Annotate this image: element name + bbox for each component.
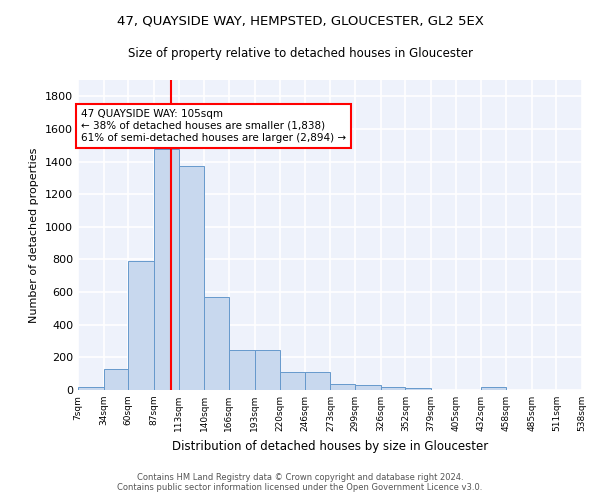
Bar xyxy=(305,372,331,390)
Bar xyxy=(154,148,179,390)
Bar xyxy=(481,386,506,390)
Bar xyxy=(179,166,204,390)
Y-axis label: Number of detached properties: Number of detached properties xyxy=(29,148,40,322)
Text: 47 QUAYSIDE WAY: 105sqm
← 38% of detached houses are smaller (1,838)
61% of semi: 47 QUAYSIDE WAY: 105sqm ← 38% of detache… xyxy=(81,110,346,142)
Bar xyxy=(78,386,104,390)
Bar xyxy=(355,385,381,390)
X-axis label: Distribution of detached houses by size in Gloucester: Distribution of detached houses by size … xyxy=(172,440,488,452)
Bar xyxy=(331,384,355,390)
Text: Size of property relative to detached houses in Gloucester: Size of property relative to detached ho… xyxy=(128,48,473,60)
Bar xyxy=(254,350,280,390)
Bar xyxy=(229,350,254,390)
Bar xyxy=(381,386,406,390)
Text: 47, QUAYSIDE WAY, HEMPSTED, GLOUCESTER, GL2 5EX: 47, QUAYSIDE WAY, HEMPSTED, GLOUCESTER, … xyxy=(116,15,484,28)
Bar xyxy=(128,261,154,390)
Bar xyxy=(280,372,305,390)
Bar xyxy=(406,388,431,390)
Bar xyxy=(204,297,229,390)
Bar xyxy=(104,369,128,390)
Text: Contains HM Land Registry data © Crown copyright and database right 2024.
Contai: Contains HM Land Registry data © Crown c… xyxy=(118,473,482,492)
